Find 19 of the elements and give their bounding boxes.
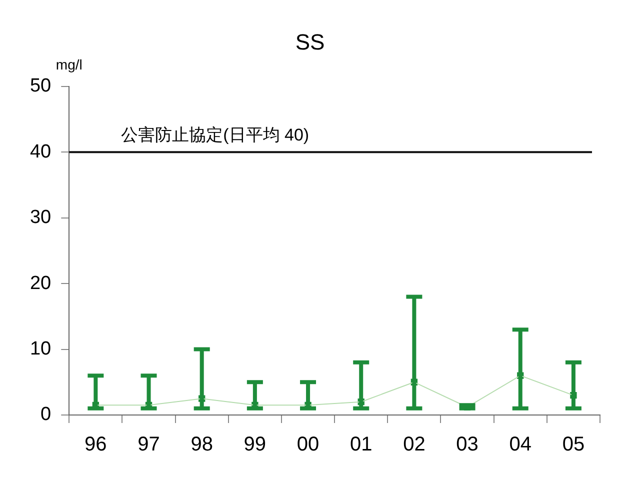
y-tick-label: 30: [30, 207, 52, 228]
x-tick-label: 04: [509, 434, 532, 456]
y-tick-label: 40: [30, 141, 52, 162]
x-tick-label: 05: [562, 434, 585, 456]
x-tick-label: 01: [350, 434, 372, 456]
y-tick-label: 50: [30, 76, 52, 97]
y-tick-label: 10: [30, 338, 52, 360]
x-tick-label: 99: [244, 434, 266, 456]
x-tick-label: 02: [403, 434, 426, 456]
y-tick-label: 0: [40, 404, 52, 426]
y-axis-title: mg/l: [56, 56, 82, 72]
y-tick-label: 20: [30, 272, 52, 294]
x-tick-label: 03: [456, 434, 478, 456]
chart-title: SS: [295, 29, 325, 54]
ref-line-label: 公害防止協定(日平均 40): [121, 125, 310, 144]
x-tick-label: 97: [138, 434, 160, 456]
x-tick-label: 00: [296, 434, 320, 456]
x-tick-label: 98: [190, 434, 213, 456]
x-tick-label: 96: [84, 434, 107, 456]
